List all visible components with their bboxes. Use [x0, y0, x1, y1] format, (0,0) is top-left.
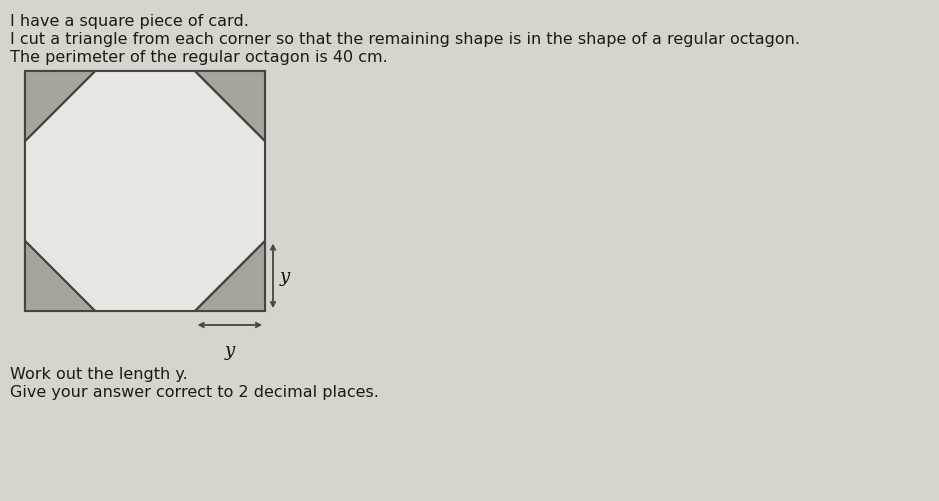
Polygon shape: [25, 241, 95, 312]
Polygon shape: [25, 72, 265, 312]
Polygon shape: [25, 72, 95, 142]
Text: Give your answer correct to 2 decimal places.: Give your answer correct to 2 decimal pl…: [10, 384, 378, 399]
Text: The perimeter of the regular octagon is 40 cm.: The perimeter of the regular octagon is …: [10, 50, 388, 65]
Polygon shape: [25, 72, 265, 312]
Text: y: y: [280, 268, 290, 285]
Text: y: y: [224, 341, 235, 359]
Text: Work out the length y.: Work out the length y.: [10, 366, 188, 381]
Polygon shape: [194, 72, 265, 142]
Text: I have a square piece of card.: I have a square piece of card.: [10, 14, 249, 29]
Text: I cut a triangle from each corner so that the remaining shape is in the shape of: I cut a triangle from each corner so tha…: [10, 32, 800, 47]
Polygon shape: [194, 241, 265, 312]
